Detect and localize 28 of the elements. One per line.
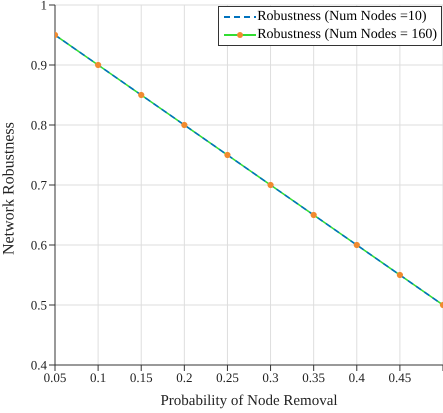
x-tick-label: 0.05 [44, 370, 66, 386]
y-tick-label: 0.7 [30, 178, 48, 193]
y-axis-title: Network Robustness [0, 122, 18, 255]
legend-label: Robustness (Num Nodes = 160) [257, 27, 437, 43]
y-tick-label: 0.9 [30, 58, 47, 73]
x-tick-label: 0.2 [176, 370, 192, 386]
x-tick-label: 0.15 [130, 370, 153, 386]
x-tick-label: 0.4 [348, 370, 366, 386]
y-tick-label: 0.6 [30, 238, 48, 253]
y-tick-label: 0.5 [30, 298, 47, 313]
point [138, 92, 144, 98]
point [310, 212, 317, 218]
y-tick-label: 1 [40, 0, 47, 13]
x-tick-label: 0.45 [388, 370, 412, 386]
point [354, 242, 360, 248]
point [396, 272, 403, 278]
x-tick-label: 0.1 [90, 370, 106, 386]
point [95, 62, 102, 68]
y-tick-label: 0.8 [30, 118, 47, 133]
y-tick-label: 0.4 [30, 358, 48, 373]
legend-label: Robustness (Num Nodes =10) [257, 9, 426, 25]
x-axis-title: Probability of Node Removal [160, 393, 338, 409]
x-tick-label: 0.25 [216, 370, 239, 386]
point [181, 122, 188, 128]
point [267, 182, 274, 188]
point [224, 152, 231, 158]
x-tick-label: 0.35 [302, 370, 326, 386]
x-tick-label: 0.3 [262, 370, 279, 386]
